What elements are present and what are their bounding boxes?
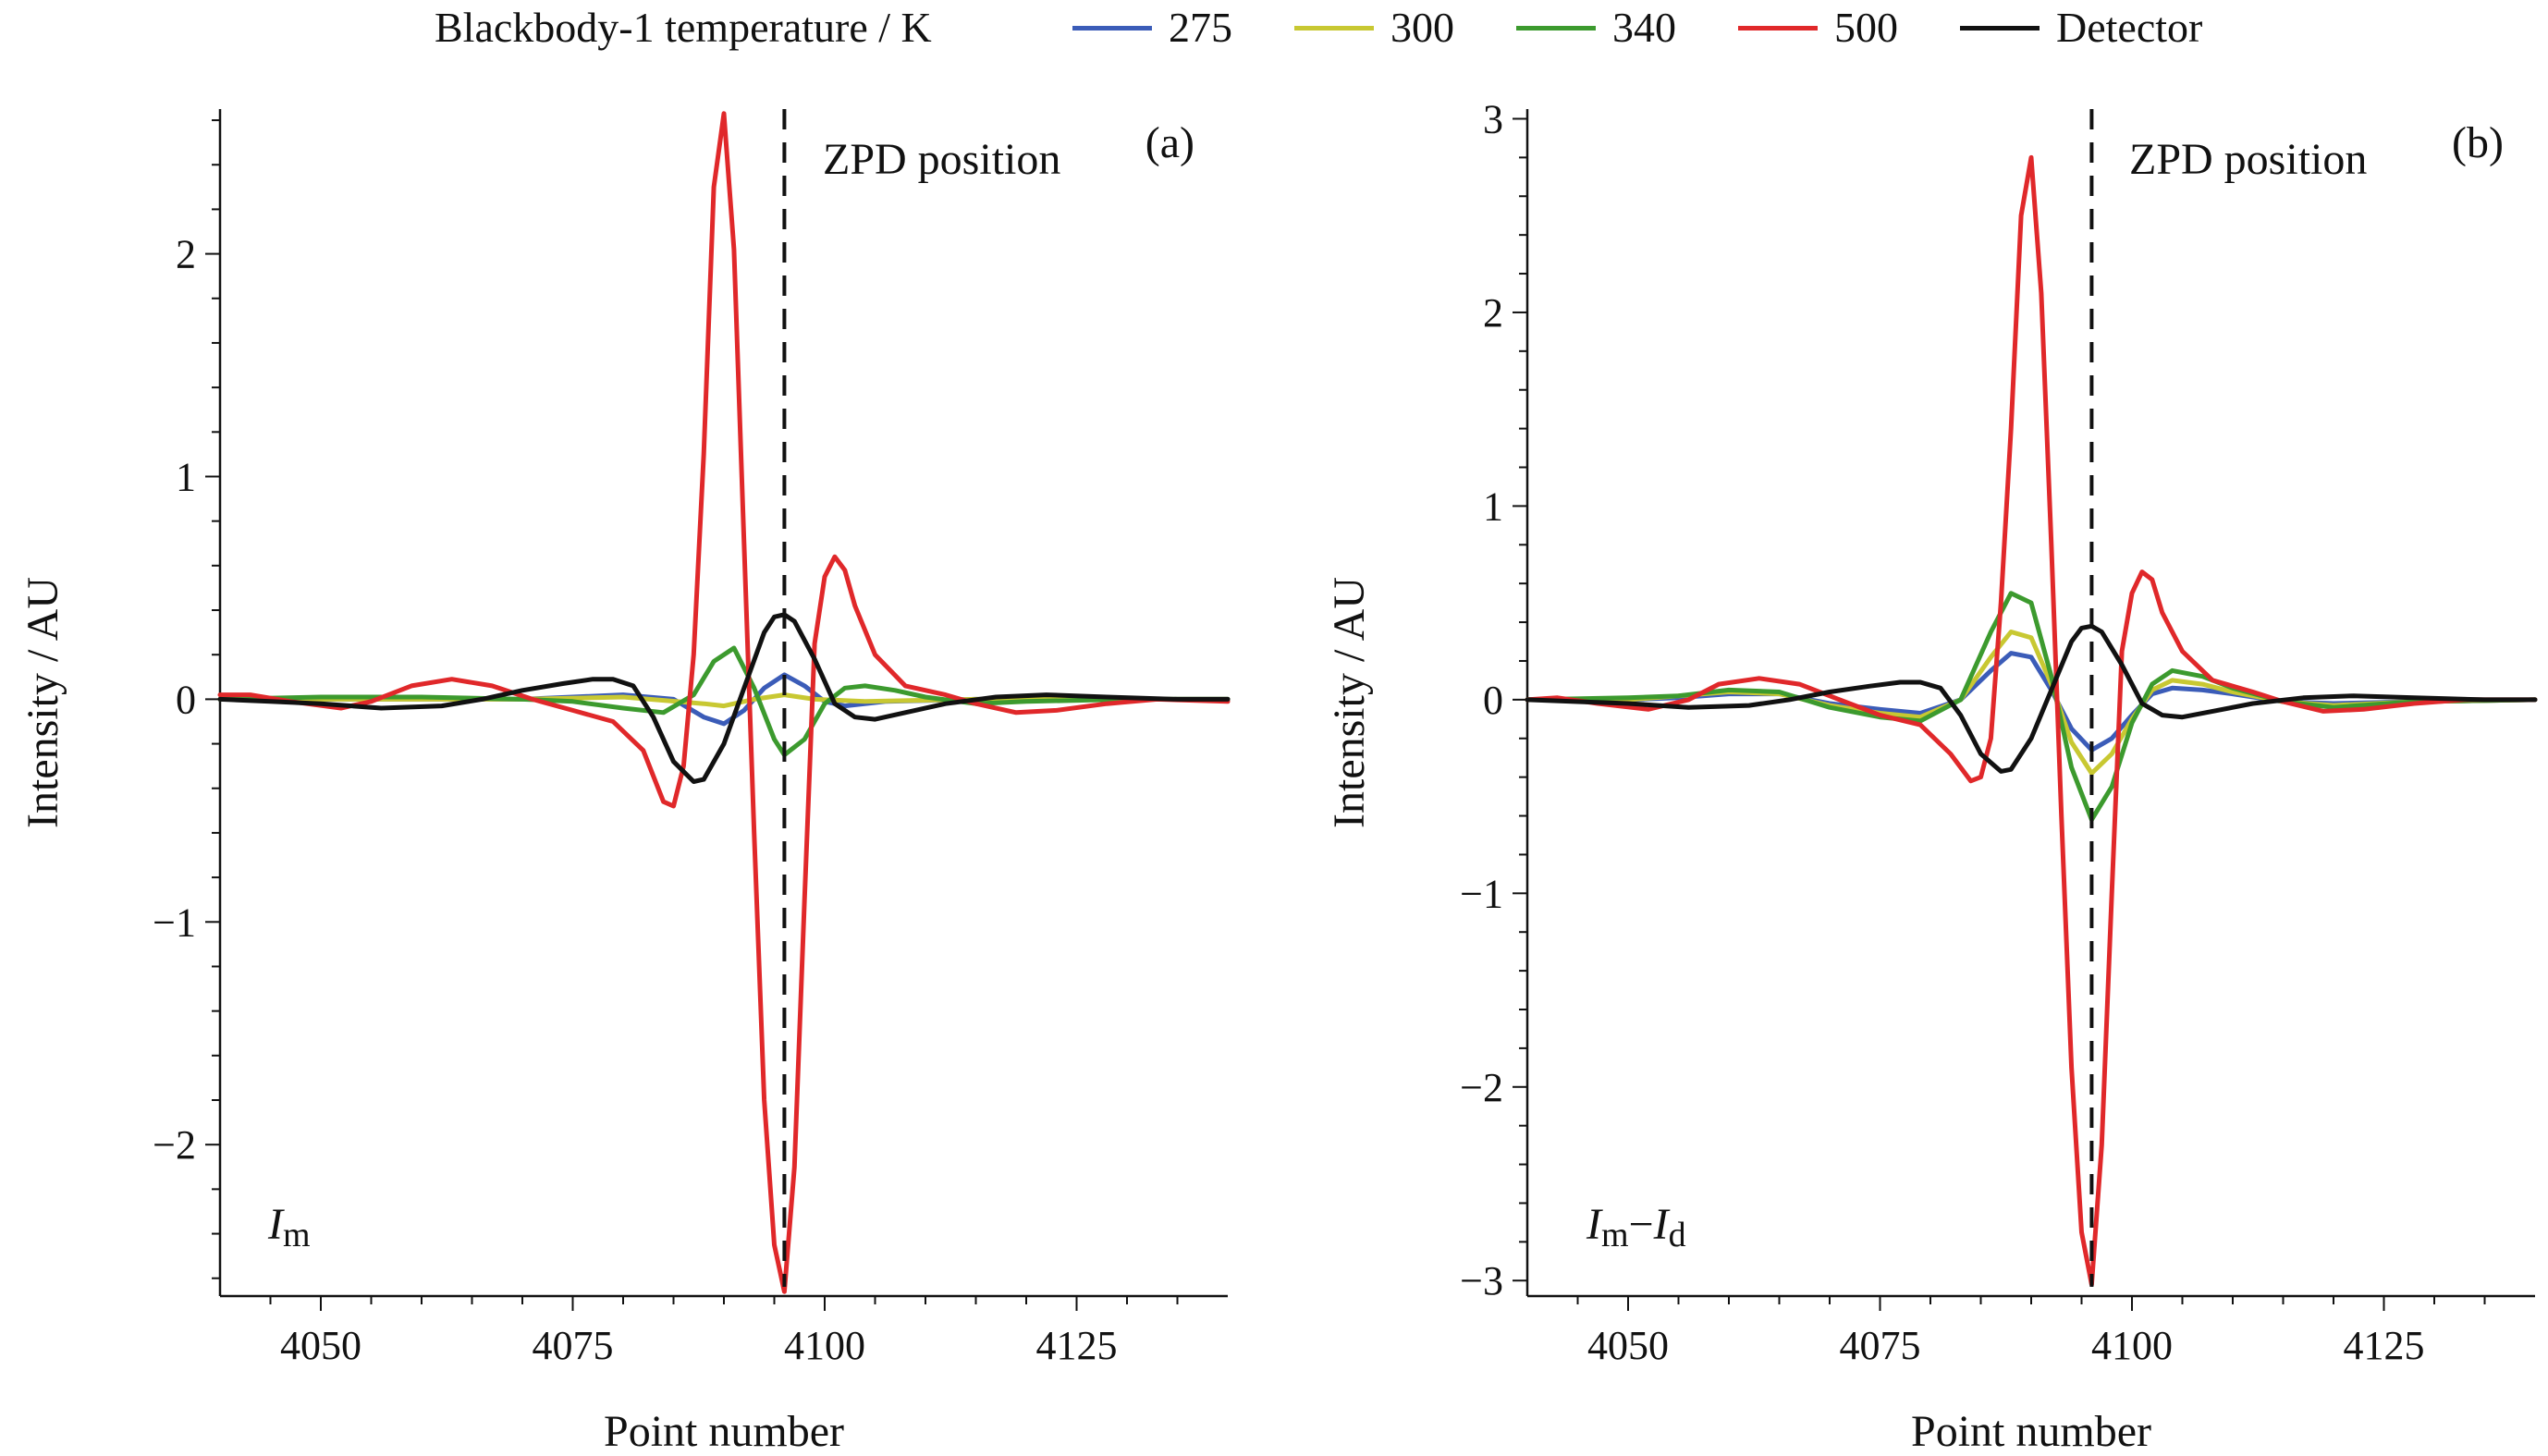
legend-label: 300 — [1390, 4, 1454, 51]
x-tick-label: 4100 — [784, 1323, 865, 1368]
series-line-340 — [217, 645, 1231, 758]
series-line-detector — [1525, 623, 2538, 774]
series-line-300 — [217, 692, 1231, 709]
zpd-annotation: ZPD position — [823, 135, 1060, 184]
legend-label: Detector — [2056, 4, 2203, 51]
x-axis-label: Point number — [604, 1407, 844, 1456]
legend-swatch — [1960, 26, 2040, 31]
x-tick-label: 4100 — [2091, 1323, 2173, 1368]
y-axis-label: Intensity / AU — [1325, 577, 1374, 828]
y-tick-label: −2 — [1460, 1065, 1503, 1110]
corner-label-base: I — [1586, 1200, 1603, 1249]
y-axis-label: Intensity / AU — [18, 577, 67, 828]
y-tick-label: 2 — [1483, 290, 1503, 336]
series-line-500 — [1525, 154, 2538, 1287]
y-tick-label: −2 — [153, 1122, 196, 1168]
corner-label-sub2: d — [1669, 1216, 1686, 1254]
legend-label: 275 — [1169, 4, 1232, 51]
y-tick-label: −3 — [1460, 1258, 1503, 1303]
legend-title: Blackbody-1 temperature / K — [435, 4, 932, 51]
corner-label-sub: m — [283, 1216, 311, 1254]
x-tick-label: 4050 — [1587, 1323, 1669, 1368]
y-tick-label: 1 — [176, 454, 196, 499]
series-line-500 — [217, 111, 1231, 1294]
corner-label: Im — [267, 1200, 311, 1254]
legend: Blackbody-1 temperature / K 275 300 340 … — [0, 0, 2548, 65]
legend-label: 340 — [1612, 4, 1676, 51]
y-tick-label: −1 — [153, 899, 196, 945]
legend-swatch — [1072, 26, 1152, 31]
legend-label: 500 — [1834, 4, 1898, 51]
x-tick-label: 4125 — [2344, 1323, 2425, 1368]
corner-label-sub: m — [1601, 1216, 1629, 1254]
chart-panel-a: −2 −1 0 1 2 4050 4075 4100 4125 Point number Inten… — [18, 109, 1231, 1456]
x-tick-label: 4125 — [1036, 1323, 1118, 1368]
x-tick-label: 4075 — [533, 1323, 614, 1368]
y-tick-label: 1 — [1483, 483, 1503, 529]
y-tick-label: 2 — [176, 232, 196, 277]
y-tick-label: 0 — [1483, 678, 1503, 723]
x-tick-label: 4050 — [280, 1323, 361, 1368]
series-line-detector — [217, 612, 1231, 784]
corner-label-base2: I — [1653, 1200, 1671, 1249]
corner-label-base: I — [267, 1200, 285, 1249]
chart-panel-b: −3 −2 −1 0 1 2 3 4050 4075 4100 4125 Point number In… — [1325, 96, 2538, 1456]
legend-swatch — [1738, 26, 1818, 31]
panel-tag: (a) — [1145, 118, 1194, 167]
x-axis-label: Point number — [1911, 1407, 2151, 1456]
zpd-annotation: ZPD position — [2129, 135, 2367, 184]
y-tick-label: −1 — [1460, 871, 1503, 916]
legend-swatch — [1516, 26, 1596, 31]
legend-swatch — [1294, 26, 1374, 31]
corner-label: Im−Id — [1586, 1200, 1686, 1254]
panel-tag: (b) — [2452, 118, 2504, 167]
x-tick-label: 4075 — [1840, 1323, 1921, 1368]
corner-label-minus: − — [1629, 1200, 1654, 1249]
y-tick-label: 3 — [1483, 96, 1503, 141]
y-tick-label: 0 — [176, 677, 196, 722]
